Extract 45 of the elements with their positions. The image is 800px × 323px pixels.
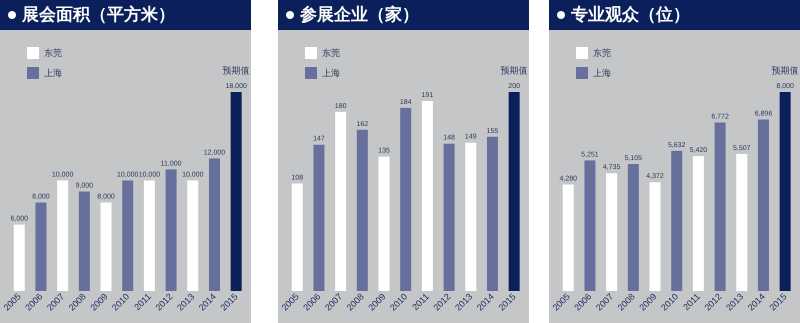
bar: [562, 184, 574, 291]
legend-label: 上海: [593, 68, 611, 78]
bar: [606, 173, 618, 291]
bar: [144, 180, 155, 291]
chart-title: 专业观众（位）: [571, 4, 690, 27]
legend-label: 上海: [322, 68, 340, 78]
bar: [208, 158, 220, 291]
bar: [57, 180, 68, 291]
bar: [100, 202, 112, 291]
bar: [14, 224, 25, 291]
bar: [400, 108, 412, 291]
legend-label: 上海: [44, 68, 62, 78]
bar: [758, 119, 769, 291]
bar: [714, 122, 726, 291]
bar: [628, 164, 639, 291]
bar: [356, 130, 368, 291]
bar: [187, 180, 198, 291]
bar: [422, 100, 433, 291]
legend-label: 东莞: [322, 48, 340, 58]
annotation: 预期值: [772, 66, 799, 76]
bar: [671, 150, 682, 291]
bar: [78, 192, 90, 291]
annotation: 预期值: [222, 66, 250, 76]
chart-title: 展会面积（平方米）: [22, 4, 175, 27]
chart-title: 参展企业（家）: [300, 4, 419, 27]
bar: [378, 156, 390, 291]
bar: [692, 156, 704, 291]
bar: [736, 154, 748, 291]
legend-label: 东莞: [593, 48, 611, 58]
bar: [313, 144, 324, 291]
bar: [335, 112, 346, 291]
bar: [486, 136, 498, 291]
bar: [508, 92, 520, 291]
bar: [584, 160, 596, 291]
legend-label: 东莞: [44, 48, 62, 58]
bar: [780, 92, 791, 291]
bar: [444, 144, 455, 291]
bar: [650, 182, 661, 291]
bar: [35, 202, 46, 291]
bar: [122, 180, 134, 291]
bar: [230, 92, 242, 291]
bar: [166, 169, 177, 291]
bar: [292, 184, 303, 291]
annotation: 预期值: [500, 66, 528, 76]
bar: [465, 142, 476, 291]
